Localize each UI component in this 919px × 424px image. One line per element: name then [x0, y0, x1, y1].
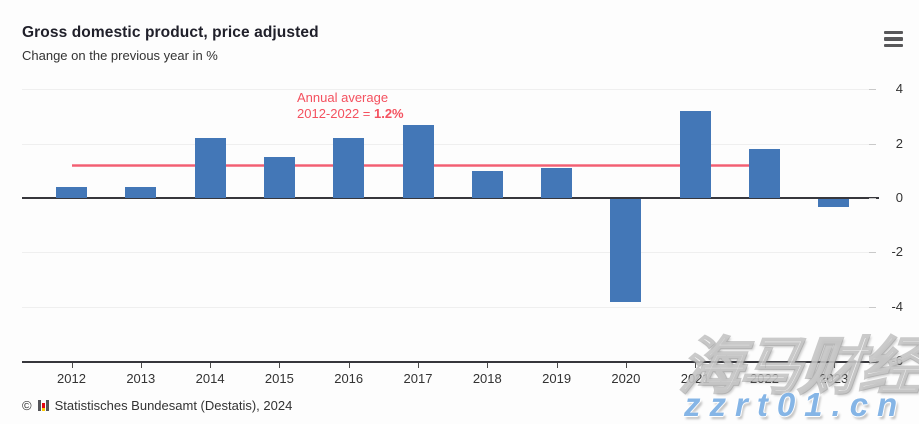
- x-axis-tick-2017: [418, 362, 419, 368]
- y-axis-label-4: 4: [895, 81, 903, 97]
- x-axis-tick-2023: [833, 362, 835, 368]
- zero-gridline: [22, 197, 879, 199]
- x-axis-tick-2019: [556, 362, 558, 368]
- average-annotation: Annual average 2012-2022 = 1.2%: [297, 90, 404, 122]
- bar-2023[interactable]: [818, 199, 850, 208]
- bar-2013[interactable]: [125, 187, 157, 198]
- bar-2019[interactable]: [541, 168, 573, 198]
- watermark-url: zzrt01.cn: [684, 386, 907, 423]
- bar-2018[interactable]: [471, 170, 503, 198]
- x-axis-label-2013: 2013: [126, 371, 156, 386]
- x-axis-label-2014: 2014: [195, 371, 225, 386]
- y-axis-tick-0: [869, 198, 876, 199]
- gridline--4: [22, 306, 876, 308]
- x-axis-label-2022: 2022: [750, 371, 779, 386]
- chart-subtitle: Change on the previous year in %: [22, 48, 218, 63]
- chart-title: Gross domestic product, price adjusted: [22, 24, 319, 41]
- y-axis-tick-2: [869, 143, 876, 145]
- bar-2017[interactable]: [402, 124, 434, 198]
- x-axis-tick-2016: [348, 362, 350, 368]
- x-axis-tick-2012: [71, 362, 73, 368]
- bar-2021[interactable]: [679, 111, 711, 198]
- bar-2012[interactable]: [56, 187, 87, 198]
- bar-2022[interactable]: [749, 149, 780, 198]
- x-axis-label-2020: 2020: [611, 371, 641, 386]
- x-axis-label-2021: 2021: [680, 371, 710, 386]
- x-axis-tick-2022: [764, 362, 766, 368]
- y-axis-label--2: -2: [891, 244, 903, 260]
- y-axis-label-0: 0: [895, 190, 903, 205]
- x-axis-tick-2014: [210, 362, 212, 368]
- bar-2015[interactable]: [263, 157, 295, 198]
- x-axis-line: [22, 361, 879, 363]
- average-annotation-line2: 2012-2022 = 1.2%: [297, 106, 404, 121]
- y-axis-tick--2: [869, 252, 876, 254]
- y-axis-tick-4: [869, 89, 876, 91]
- average-value: 1.2%: [373, 106, 404, 121]
- y-axis-label-2: 2: [895, 135, 903, 151]
- x-axis-label-2019: 2019: [542, 371, 572, 386]
- x-axis-tick-2020: [625, 362, 627, 368]
- bar-2020[interactable]: [610, 199, 642, 303]
- average-annotation-line1: Annual average: [297, 90, 389, 105]
- bar-2014[interactable]: [194, 138, 226, 198]
- x-axis-tick-2015: [279, 362, 281, 368]
- x-axis-tick-2018: [487, 362, 489, 368]
- x-axis-label-2018: 2018: [472, 371, 502, 386]
- source-text: Statistisches Bundesamt (Destatis), 2024: [54, 398, 293, 413]
- y-axis-label--6: -6: [891, 353, 903, 369]
- x-axis-label-2017: 2017: [403, 371, 433, 386]
- gridline-4: [22, 89, 876, 91]
- bar-2016[interactable]: [333, 138, 365, 198]
- destatis-logo-icon: [37, 400, 49, 411]
- x-axis-label-2023: 2023: [819, 371, 849, 386]
- x-axis-tick-2013: [140, 362, 142, 368]
- copyright-symbol: ©: [22, 398, 32, 413]
- gridline--2: [22, 252, 876, 254]
- x-axis-label-2012: 2012: [57, 371, 86, 386]
- x-axis-label-2016: 2016: [334, 371, 364, 386]
- hamburger-menu-icon[interactable]: [884, 31, 905, 49]
- x-axis-tick-2021: [695, 362, 697, 368]
- x-axis-label-2015: 2015: [264, 371, 294, 386]
- gridline-2: [22, 143, 876, 145]
- y-axis-label--4: -4: [891, 298, 903, 314]
- y-axis-tick--4: [869, 306, 876, 308]
- y-axis-tick--6: [869, 361, 876, 363]
- source-line: © Statistisches Bundesamt (Destatis), 20…: [22, 398, 292, 413]
